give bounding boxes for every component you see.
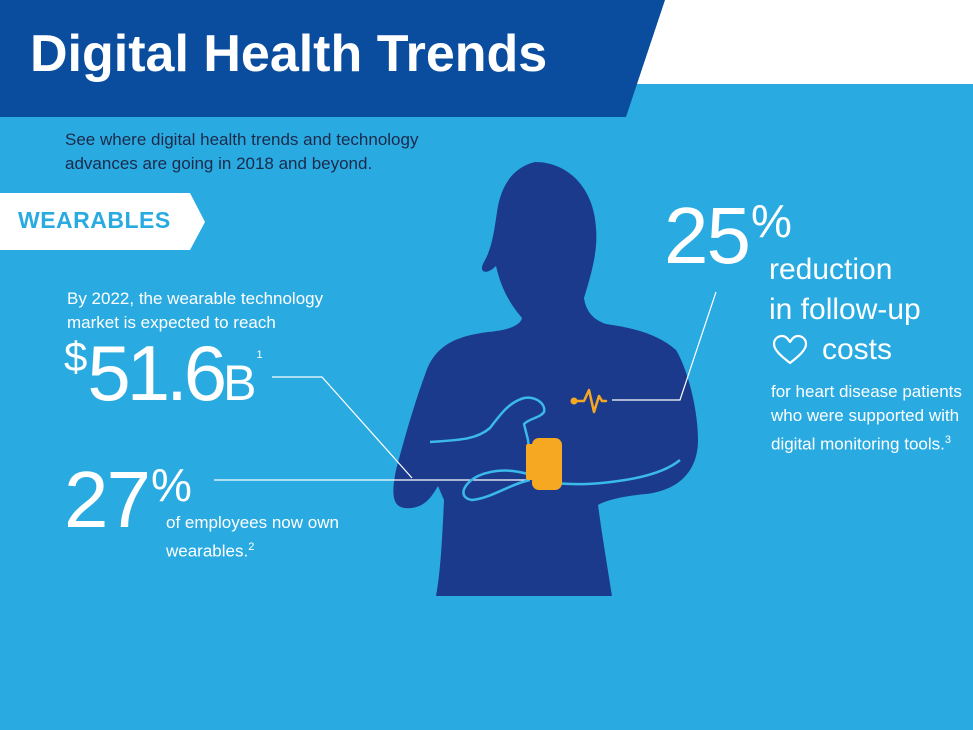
employees-stat: 27% — [64, 460, 192, 540]
market-unit: B — [223, 355, 257, 411]
market-value: 51.6 — [87, 329, 227, 417]
employees-value: 27 — [64, 455, 151, 544]
smartwatch-icon — [532, 438, 562, 490]
page-title: Digital Health Trends — [30, 25, 548, 83]
page-subtitle: See where digital health trends and tech… — [65, 130, 419, 173]
smartwatch-band — [526, 444, 534, 480]
employees-description: of employees now own wearables.2 — [166, 511, 356, 564]
heartbeat-pulse-icon — [570, 388, 608, 414]
section-tag — [0, 193, 205, 250]
employees-percent: % — [150, 459, 192, 511]
heart-headline-line2: in follow-up — [769, 293, 921, 326]
market-stat: $51.6B1 — [64, 334, 263, 412]
section-label: WEARABLES — [18, 207, 171, 233]
market-footnote-ref: 1 — [256, 349, 263, 361]
heart-outline-icon — [772, 334, 808, 365]
employees-footnote-ref: 2 — [248, 541, 255, 553]
person-silhouette — [393, 162, 698, 596]
connector-line-heart — [612, 291, 717, 401]
heart-headline: reduction in follow-up — [769, 250, 921, 330]
title-banner — [0, 0, 665, 117]
heart-value: 25 — [664, 191, 751, 280]
connector-line-market — [272, 376, 413, 479]
heart-headline-line1: reduction — [769, 253, 893, 286]
heart-footnote-ref: 3 — [944, 434, 951, 446]
employees-text: of employees now own wearables. — [166, 513, 339, 561]
market-description: By 2022, the wearable technology market … — [67, 289, 324, 332]
heart-headline-line3: costs — [822, 333, 893, 366]
heart-percent: % — [750, 195, 792, 247]
heart-stat: 25% — [664, 196, 792, 276]
arm-outline — [429, 396, 681, 502]
market-currency: $ — [64, 333, 88, 380]
heart-description: for heart disease patients who were supp… — [771, 380, 971, 457]
heart-text: for heart disease patients who were supp… — [771, 382, 962, 454]
